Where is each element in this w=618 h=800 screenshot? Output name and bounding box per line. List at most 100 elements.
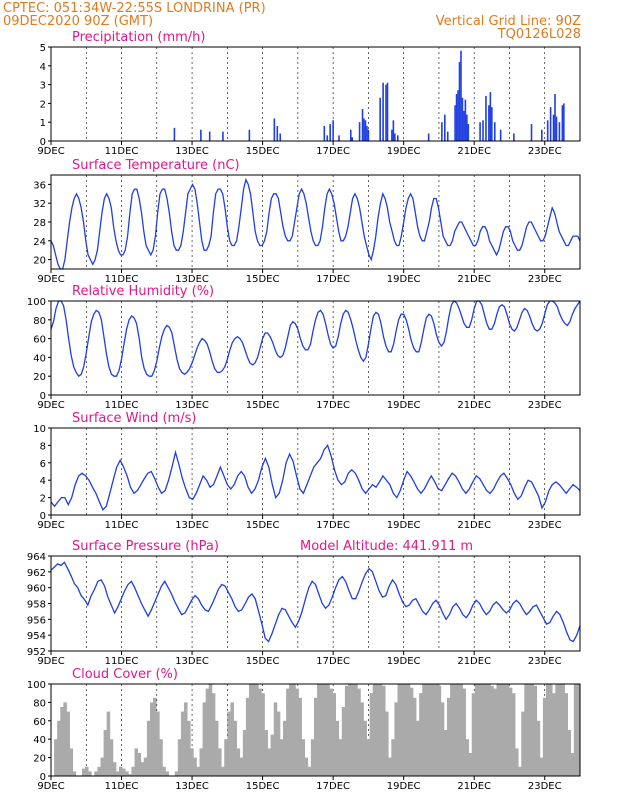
- temperature-title: Surface Temperature (nC): [72, 158, 240, 173]
- cloud-cover-bar: [440, 702, 445, 776]
- cloud-cover-bar: [279, 739, 284, 776]
- wind-series-line: [50, 444, 581, 511]
- precipitation-bar: [563, 103, 565, 141]
- cloud-cover-bar: [159, 739, 163, 776]
- cloud-cover-bar: [255, 684, 259, 776]
- cloud-cover-bar: [149, 702, 154, 776]
- precipitation-bar: [367, 129, 370, 141]
- precipitation-bar: [458, 62, 461, 141]
- pressure-x-tick-label: 9DEC: [37, 656, 64, 667]
- cloud-cover-bar: [533, 685, 538, 776]
- wind-y-tick-label: 10: [33, 424, 46, 435]
- wind-y-tick-label: 0: [40, 511, 46, 522]
- precipitation-bar: [461, 97, 464, 141]
- temperature-frame: [50, 174, 581, 270]
- humidity-x-tick-label: 15DEC: [246, 400, 280, 411]
- precipitation-bar: [493, 122, 496, 141]
- cloud-cover-bar: [88, 771, 92, 776]
- cloud-cover-bar: [190, 748, 194, 776]
- precipitation-bar: [364, 120, 367, 141]
- cloud-cover-bar: [97, 766, 101, 776]
- pressure-x-tick-label: 21DEC: [457, 656, 491, 667]
- cloud-cover-bar: [505, 684, 510, 776]
- cloud-cover-bar: [425, 684, 429, 776]
- precipitation-bar: [279, 133, 282, 141]
- pressure-annotation: Model Altitude: 441.911 m: [300, 539, 473, 554]
- cloud-cover-bar: [174, 771, 179, 776]
- pressure-x-tick-label: 11DEC: [105, 656, 139, 667]
- precipitation-bar: [200, 129, 202, 141]
- precipitation-bar: [173, 127, 176, 141]
- cloud-cover-y-tick-label: 100: [27, 680, 46, 691]
- cloud-cover-bar: [363, 720, 367, 776]
- cloud-cover-bar: [248, 684, 253, 776]
- cloud-cover-bar: [119, 766, 123, 776]
- cloud-cover-bar: [549, 684, 553, 776]
- cloud-cover-bar: [385, 711, 389, 776]
- cloud-cover-bar: [341, 707, 346, 776]
- precipitation-y-tick-label: 4: [40, 62, 46, 73]
- wind-x-tick-label: 19DEC: [387, 520, 421, 531]
- cloud-cover-bar: [270, 734, 275, 776]
- temperature-y-tick-label: 28: [33, 218, 46, 229]
- precipitation-bar: [464, 99, 467, 141]
- precipitation-bar: [351, 137, 354, 141]
- pressure-y-tick-label: 958: [27, 600, 46, 611]
- precipitation-x-tick-label: 21DEC: [457, 146, 491, 157]
- cloud-cover-bar: [193, 757, 197, 776]
- cloud-cover-bar: [508, 687, 513, 776]
- cloud-cover-bar: [109, 739, 114, 776]
- cloud-cover-bar: [180, 711, 185, 776]
- pressure-x-tick-label: 19DEC: [387, 656, 421, 667]
- temperature-series-line: [50, 177, 581, 270]
- cloud-cover-bar: [372, 684, 377, 776]
- precipitation-bar: [482, 120, 484, 141]
- cloud-cover-bar: [57, 720, 61, 776]
- wind-x-tick-label: 13DEC: [175, 520, 209, 531]
- precipitation-title: Precipitation (mm/h): [72, 30, 205, 45]
- cloud-cover-bar: [567, 730, 572, 776]
- humidity-y-tick-label: 0: [40, 391, 46, 402]
- cloud-cover-bar: [347, 684, 352, 776]
- cloud-cover-x-tick-label: 17DEC: [316, 781, 350, 792]
- wind-x-tick-label: 21DEC: [457, 520, 491, 531]
- precipitation-bar: [488, 105, 490, 141]
- cloud-cover-bar: [286, 688, 290, 776]
- cloud-cover-bar: [524, 684, 528, 776]
- cloud-cover-bar: [558, 684, 562, 776]
- pressure-y-tick-label: 962: [27, 568, 46, 579]
- temperature-x-tick-label: 23DEC: [528, 274, 562, 285]
- wind-y-tick-label: 4: [40, 476, 46, 487]
- wind-x-tick-label: 11DEC: [105, 520, 139, 531]
- cloud-cover-bar: [335, 720, 340, 776]
- precipitation-x-tick-label: 19DEC: [387, 146, 421, 157]
- humidity-panel: Relative Humidity (%) 0 20 40 60 80 100 9DEC 11D…: [27, 284, 581, 411]
- humidity-x-tick-label: 19DEC: [387, 400, 421, 411]
- header-grid-line: Vertical Grid Line: 90Z: [435, 14, 581, 29]
- temperature-x-tick-label: 13DEC: [175, 274, 209, 285]
- cloud-cover-bar: [354, 684, 358, 776]
- precipitation-bar: [392, 120, 395, 141]
- cloud-cover-bar: [357, 688, 361, 776]
- temperature-x-tick-label: 11DEC: [105, 274, 139, 285]
- precipitation-bar: [349, 129, 352, 141]
- cloud-cover-bar: [465, 739, 470, 776]
- precipitation-bar: [332, 120, 334, 141]
- cloud-cover-bar: [573, 684, 578, 776]
- cloud-cover-bar: [211, 693, 216, 776]
- pressure-y-tick-label: 956: [27, 615, 46, 626]
- humidity-y-tick-label: 40: [33, 353, 46, 364]
- wind-frame: [50, 427, 581, 516]
- cloud-cover-bar: [63, 702, 67, 776]
- cloud-cover-bar: [329, 688, 333, 776]
- cloud-cover-bar: [298, 697, 302, 776]
- cloud-cover-frame: [50, 683, 581, 777]
- cloud-cover-bar: [196, 766, 200, 776]
- cloud-cover-bar: [338, 739, 343, 776]
- precipitation-bar: [208, 131, 211, 141]
- cloud-cover-bar: [267, 748, 272, 776]
- precipitation-bar: [222, 131, 224, 141]
- precipitation-bar: [466, 114, 468, 141]
- cloud-cover-bar: [301, 739, 306, 776]
- cloud-cover-bar: [502, 684, 507, 776]
